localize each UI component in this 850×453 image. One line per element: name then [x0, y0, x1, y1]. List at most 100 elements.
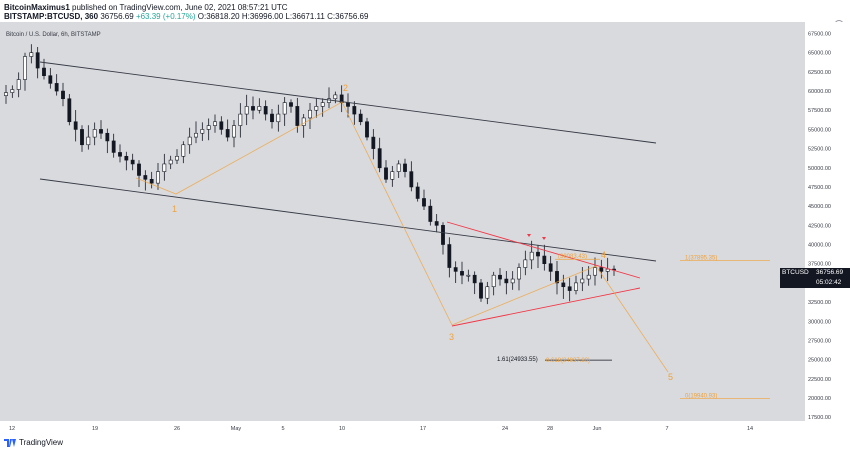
candle-body: [548, 263, 553, 272]
wave-label: 5: [668, 372, 673, 382]
candle-body: [238, 113, 243, 126]
y-tick-label: 62500.00: [808, 70, 831, 76]
candle-body: [536, 251, 540, 257]
candle-body: [16, 79, 21, 90]
candle-body: [447, 244, 452, 268]
candle-body: [175, 155, 179, 161]
candle-body: [48, 75, 53, 84]
candle-body: [187, 136, 192, 146]
candle-body: [567, 286, 572, 291]
candle-body: [244, 106, 249, 115]
ohlc-info: BITSTAMP:BTCUSD, 360 36756.69 +63.39 (+0…: [4, 12, 368, 21]
candle-body: [213, 121, 217, 126]
badge-countdown: 05:02:42: [816, 279, 842, 286]
candle-body: [542, 255, 547, 265]
candle-body: [428, 205, 433, 222]
candle-body: [472, 274, 477, 284]
candle-body: [263, 106, 268, 115]
fib-level-label: 0(19940.93): [685, 393, 717, 399]
candle-body: [105, 132, 110, 142]
y-axis[interactable]: 67500.00 65000.00 62500.00 60000.00 57500.00…: [805, 22, 850, 433]
y-tick-label: 57500.00: [808, 108, 831, 114]
tradingview-logo[interactable]: TradingView: [4, 438, 63, 447]
x-tick-label: 10: [339, 426, 345, 432]
candle-body: [479, 282, 483, 299]
candle-body: [555, 271, 559, 284]
y-tick-label: 27500.00: [808, 338, 831, 344]
price-badge: BTCUSD 36756.69 05:02:42: [780, 268, 850, 288]
candle-body: [580, 278, 585, 284]
candle-body: [162, 163, 167, 172]
candle-body: [485, 286, 490, 299]
candle-body: [282, 102, 287, 115]
candle-body: [4, 92, 8, 96]
candles-group: [4, 44, 616, 305]
candle-body: [593, 267, 597, 276]
candle-body: [491, 274, 496, 288]
fib-level-label: 0.618(24937.80): [546, 358, 590, 364]
tradingview-icon: [4, 438, 16, 447]
candle-body: [327, 98, 331, 103]
candle-body: [586, 274, 591, 280]
down-arrow-marker: [542, 237, 546, 240]
candle-body: [415, 186, 420, 199]
y-tick-label: 25000.00: [808, 358, 831, 364]
candle-body: [225, 129, 230, 138]
candle-body: [42, 67, 46, 77]
y-tick-label: 45000.00: [808, 204, 831, 210]
y-tick-label: 47500.00: [808, 185, 831, 191]
candle-body: [574, 282, 578, 291]
candle-body: [130, 159, 135, 165]
candle-body: [352, 106, 357, 115]
candle-body: [529, 251, 534, 261]
x-axis[interactable]: 12 19 26 May 5 10 17 24 28 Jun 7 14: [0, 421, 805, 433]
candle-body: [92, 129, 97, 138]
candle-body: [605, 268, 610, 272]
y-tick-label: 20000.00: [808, 396, 831, 402]
publish-text: published on TradingView.com, June 02, 2…: [72, 3, 288, 12]
candle-body: [390, 171, 395, 180]
y-tick-label: 60000.00: [808, 89, 831, 95]
candle-body: [194, 132, 198, 138]
badge-price: 36756.69: [816, 269, 844, 276]
candle-body: [466, 274, 471, 277]
candle-body: [510, 278, 515, 284]
candle-body: [67, 98, 72, 123]
candle-body: [86, 136, 91, 146]
plot-area[interactable]: Bitcoin / U.S. Dollar, 6h, BITSTAMP 1 2 3 4…: [0, 22, 805, 421]
fib-level-label: 1(37895.35): [685, 256, 717, 262]
candle-body: [276, 113, 281, 123]
triangle-upper-line: [446, 221, 641, 279]
candle-body: [561, 282, 566, 288]
candle-body: [409, 171, 414, 188]
chart-title: Bitcoin / U.S. Dollar, 6h, BITSTAMP: [6, 32, 101, 38]
down-arrow-marker: [527, 234, 531, 237]
y-tick-label: 30000.00: [808, 319, 831, 325]
candle-body: [257, 106, 262, 111]
x-tick-label: 14: [747, 426, 753, 432]
candle-body: [422, 198, 426, 207]
candle-body: [270, 113, 274, 123]
candle-body: [73, 121, 78, 130]
candle-body: [10, 89, 15, 93]
y-tick-label: 22500.00: [808, 377, 831, 383]
triangle-lower-line: [451, 287, 641, 327]
candle-body: [137, 163, 141, 176]
candle-body: [295, 106, 300, 126]
x-tick-label: 17: [420, 426, 426, 432]
candle-body: [384, 167, 388, 180]
candle-body: [80, 129, 84, 146]
y-tick-label: 32500.00: [808, 300, 831, 306]
candle-body: [314, 106, 319, 111]
candle-body: [346, 102, 350, 107]
fib-level-label: (38083.43): [558, 254, 587, 260]
elliott-wave-path: [135, 101, 669, 373]
x-tick-label: 7: [665, 426, 668, 432]
symbol-name: BITSTAMP:BTCUSD, 360: [4, 12, 99, 21]
author-name[interactable]: BitcoinMaximus1: [4, 3, 70, 12]
candle-body: [460, 271, 464, 276]
x-tick-label: Jun: [593, 426, 602, 432]
brand-label: TradingView: [19, 438, 64, 447]
candle-body: [396, 163, 401, 172]
